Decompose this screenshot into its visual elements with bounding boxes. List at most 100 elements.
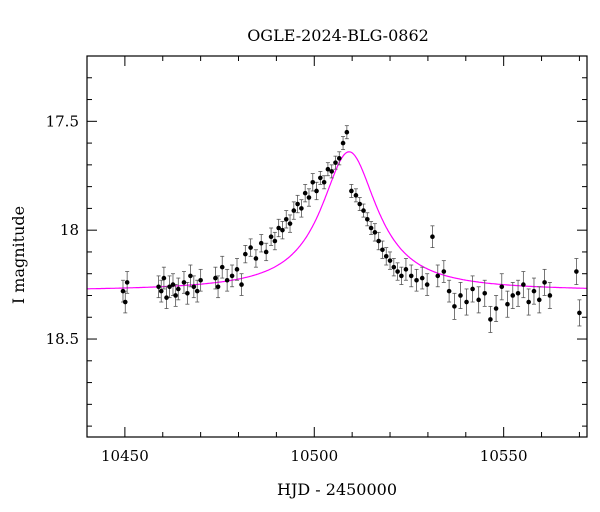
- x-axis-label: HJD - 2450000: [277, 480, 397, 499]
- data-point: [391, 264, 397, 270]
- data-point: [470, 286, 475, 292]
- data-point: [239, 282, 244, 287]
- data-point: [287, 221, 293, 226]
- data-point: [333, 160, 338, 165]
- data-point: [167, 284, 172, 290]
- data-point: [383, 253, 389, 259]
- data-point: [399, 273, 404, 279]
- x-tick-label: 10500: [290, 447, 338, 465]
- y-tick-label: 18: [60, 221, 79, 239]
- data-point: [357, 201, 363, 207]
- data-point: [253, 256, 259, 261]
- data-point: [482, 291, 488, 296]
- data-point: [430, 234, 435, 240]
- data-point: [318, 175, 323, 181]
- data-point: [310, 179, 316, 185]
- chart-title: OGLE-2024-BLG-0862: [247, 26, 429, 45]
- data-point: [156, 284, 161, 290]
- data-point: [372, 230, 378, 235]
- data-point: [213, 275, 218, 281]
- data-point: [340, 140, 346, 146]
- data-point: [194, 288, 200, 294]
- data-point: [191, 284, 197, 290]
- data-point: [243, 251, 248, 257]
- data-point: [173, 293, 178, 298]
- data-point: [493, 306, 499, 311]
- data-point: [161, 275, 167, 281]
- data-point: [321, 179, 327, 185]
- data-point: [419, 275, 425, 281]
- data-point: [329, 169, 334, 174]
- data-point: [268, 234, 274, 240]
- data-point: [403, 267, 409, 272]
- data-point: [291, 208, 297, 213]
- data-point: [306, 195, 312, 200]
- data-point: [248, 245, 253, 250]
- data-point: [464, 299, 469, 305]
- data-point: [224, 277, 230, 283]
- data-point: [395, 269, 400, 274]
- data-point: [188, 273, 193, 279]
- data-point: [302, 190, 308, 196]
- data-point: [574, 269, 579, 274]
- data-point: [170, 282, 176, 287]
- data-point: [536, 297, 542, 303]
- model-curve-layer: [87, 151, 587, 290]
- data-point: [164, 295, 169, 300]
- data-point: [531, 288, 537, 294]
- data-point: [258, 240, 264, 246]
- axis-ticks: 10450 10500 10550 17.5 18 18.5: [46, 55, 587, 465]
- data-point: [314, 188, 319, 194]
- x-tick-label: 10550: [480, 447, 528, 465]
- data-point: [387, 258, 393, 263]
- data-point: [219, 264, 225, 270]
- data-point: [185, 291, 190, 296]
- data-point: [365, 216, 370, 222]
- data-point: [408, 273, 414, 279]
- data-point: [368, 225, 374, 231]
- data-point: [276, 225, 281, 231]
- data-point: [181, 280, 187, 285]
- data-point: [505, 301, 510, 307]
- data-point: [272, 238, 278, 244]
- model-curve: [87, 151, 587, 290]
- data-point: [283, 216, 289, 222]
- data-point: [526, 299, 531, 305]
- data-point: [234, 267, 240, 272]
- data-point: [488, 317, 493, 322]
- data-point: [380, 247, 385, 253]
- data-point: [446, 288, 452, 294]
- data-point: [542, 280, 547, 285]
- plot-frame: [86, 55, 588, 438]
- data-point: [510, 293, 516, 298]
- data-point: [547, 293, 553, 298]
- data-point: [515, 291, 521, 296]
- data-point: [476, 297, 481, 303]
- data-point: [349, 188, 354, 194]
- data-point: [215, 284, 221, 290]
- data-point: [263, 249, 269, 255]
- data-point: [424, 282, 430, 287]
- data-point-layer: [120, 129, 582, 322]
- data-point: [577, 310, 582, 316]
- data-point: [229, 273, 235, 279]
- data-point: [175, 286, 181, 292]
- data-point: [120, 288, 126, 294]
- y-tick-label: 17.5: [46, 112, 79, 130]
- errorbar-layer: [120, 125, 582, 333]
- x-tick-label: 10450: [101, 447, 149, 465]
- data-point: [414, 277, 419, 283]
- data-point: [361, 208, 366, 213]
- data-point: [435, 273, 441, 279]
- data-point: [441, 269, 447, 274]
- data-point: [280, 227, 285, 233]
- data-point: [336, 156, 342, 161]
- data-point: [295, 201, 300, 207]
- data-point: [521, 282, 526, 287]
- y-axis-label: I magnitude: [9, 206, 28, 304]
- data-point: [299, 206, 304, 211]
- data-point: [122, 299, 128, 305]
- data-point: [499, 284, 505, 290]
- y-tick-label: 18.5: [46, 330, 79, 348]
